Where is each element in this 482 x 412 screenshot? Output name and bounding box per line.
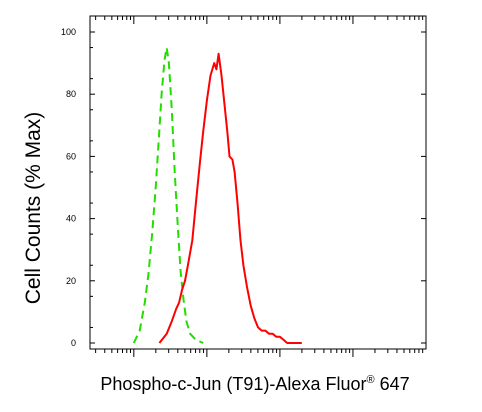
x-axis-title-superscript: ® bbox=[366, 374, 374, 386]
y-tick-label: 60 bbox=[66, 151, 76, 161]
series-lines bbox=[132, 46, 302, 344]
y-tick-label: 80 bbox=[66, 89, 76, 99]
plot-frame bbox=[89, 15, 427, 350]
y-tick-label: 40 bbox=[66, 214, 76, 224]
y-tick-label: 0 bbox=[71, 338, 76, 348]
sample-histogram-line bbox=[158, 52, 302, 344]
x-axis-title-main: Phospho-c-Jun (T91)-Alexa Fluor bbox=[100, 374, 366, 394]
y-tick-label: 100 bbox=[61, 27, 76, 37]
y-tick-label: 20 bbox=[66, 276, 76, 286]
x-axis-title: Phospho-c-Jun (T91)-Alexa Fluor® 647 bbox=[100, 374, 409, 394]
y-axis: 0 20 40 60 80 100 bbox=[61, 27, 426, 348]
y-axis-title: Cell Counts (% Max) bbox=[22, 112, 45, 305]
control-histogram-line bbox=[132, 46, 204, 344]
x-axis bbox=[95, 16, 424, 357]
x-axis-title-suffix: 647 bbox=[375, 374, 410, 394]
